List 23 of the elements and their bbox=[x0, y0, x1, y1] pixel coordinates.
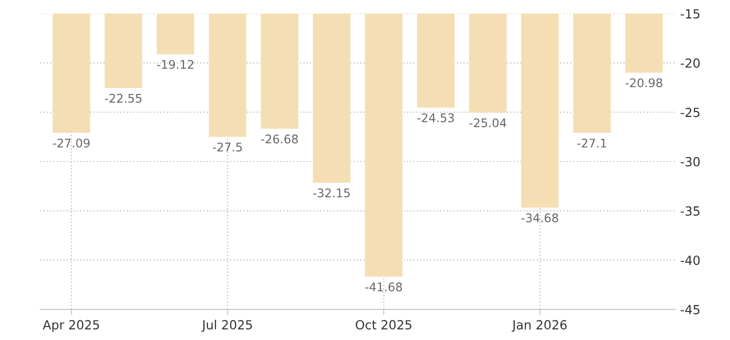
x-tick-label: Oct 2025 bbox=[356, 320, 412, 330]
data-label: -25.04 bbox=[469, 118, 506, 128]
y-tick-label: -45 bbox=[680, 305, 700, 314]
data-label: -27.1 bbox=[577, 138, 606, 148]
data-label: -27.09 bbox=[52, 138, 90, 148]
y-tick-label: -15 bbox=[680, 9, 700, 19]
x-tick-label: Jul 2025 bbox=[201, 320, 252, 332]
data-label: -19.12 bbox=[157, 60, 194, 69]
data-label: -20.98 bbox=[626, 78, 662, 88]
data-label: -24.53 bbox=[417, 113, 454, 122]
y-tick-label: -35 bbox=[680, 206, 700, 216]
data-label: -32.15 bbox=[313, 188, 350, 198]
y-tick-label: -20 bbox=[680, 58, 700, 68]
y-tick-label: -30 bbox=[680, 156, 700, 166]
data-label: -22.55 bbox=[104, 94, 142, 103]
y-tick-label: -40 bbox=[680, 256, 700, 266]
x-tick-label: Jan 2026 bbox=[512, 320, 567, 332]
data-label: -27.5 bbox=[212, 142, 242, 152]
data-label: -26.68 bbox=[261, 134, 298, 144]
data-label: -41.68 bbox=[365, 282, 402, 292]
data-label: -34.68 bbox=[521, 213, 558, 222]
x-tick-label: Apr 2025 bbox=[42, 320, 99, 332]
y-tick-label: -25 bbox=[680, 108, 700, 118]
